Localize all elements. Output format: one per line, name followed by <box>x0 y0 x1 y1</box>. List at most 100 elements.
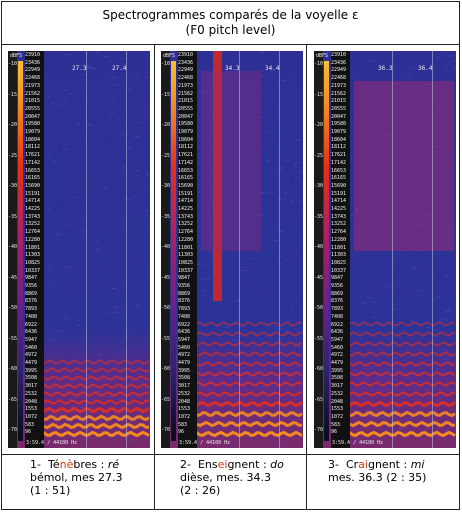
frequency-tick-label: 5460 <box>178 344 191 351</box>
frequency-tick-label: 16653 <box>331 167 347 174</box>
db-tick-label: -60 <box>8 366 18 372</box>
db-tick-label: -65 <box>161 396 171 403</box>
frequency-tick-label: 22468 <box>331 75 347 82</box>
spectrogram-panel-3: -10 -15 -20 -25 -30 -35 -40 -45 -50 -55 -60 -65 -70 d… <box>314 51 456 448</box>
frequency-tick-label: 21562 <box>331 90 347 97</box>
frequency-tick-label: 18112 <box>178 144 194 151</box>
caption-2: 2- Enseignent : do dièse, mes. 34.3 (2 :… <box>180 458 320 497</box>
frequency-tick-label: 5947 <box>25 336 38 343</box>
dbfs-label: dBFS <box>316 53 329 59</box>
db-tick-label: -20 <box>314 122 324 128</box>
time-readout: 3:59.4 / 44100 Hz <box>26 440 78 446</box>
db-tick-label: -55 <box>314 335 324 342</box>
frequency-tick-label: 12764 <box>178 229 194 236</box>
frequency-tick-label: 5460 <box>331 344 344 351</box>
color-scale-bar <box>324 61 329 441</box>
db-tick-label: -10 <box>161 61 171 67</box>
frequency-tick-label: 2048 <box>25 398 38 405</box>
caption-detail: bémol, mes 27.3 <box>30 471 123 484</box>
frequency-tick-label: 23910 <box>178 52 194 58</box>
frequency-tick-label: 19580 <box>25 121 41 128</box>
frequency-tick-label: 16165 <box>178 175 194 182</box>
caption-highlight: ai <box>358 458 368 471</box>
frequency-tick-label: 22468 <box>178 75 194 82</box>
frequency-tick-label: 16653 <box>178 167 194 174</box>
frequency-tick-label: 17621 <box>331 152 347 159</box>
caption-3: 3- Craignent : mi mes. 36.3 (2 : 35) <box>328 458 462 484</box>
db-tick-label: -40 <box>8 244 18 250</box>
db-tick-label: -70 <box>314 427 324 433</box>
db-tick-label: -65 <box>314 396 324 403</box>
frequency-scale: 23910 23436 22949 22468 21973 21562 21015 20555… <box>178 51 197 448</box>
caption-highlight: ei <box>217 458 228 471</box>
frequency-tick-label: 3017 <box>178 383 191 390</box>
caption-number: 2- <box>180 458 191 471</box>
db-tick-label: -15 <box>161 91 171 98</box>
frequency-tick-label: 2532 <box>331 390 344 397</box>
frequency-tick-label: 19079 <box>331 129 347 135</box>
frequency-tick-label: 6436 <box>331 329 344 336</box>
frequency-tick-label: 8376 <box>331 298 344 305</box>
measure-label: 34.3 <box>225 65 240 72</box>
frequency-tick-label: 10337 <box>178 267 194 274</box>
frequency-tick-label: 583 <box>25 421 35 428</box>
frequency-tick-label: 1553 <box>178 406 191 413</box>
caption-highlight: nè <box>59 458 74 471</box>
frequency-tick-label: 11303 <box>178 252 194 259</box>
db-tick-label: -45 <box>8 274 18 281</box>
frequency-tick-label: 2532 <box>25 390 38 397</box>
frequency-tick-label: 10825 <box>331 259 347 266</box>
frequency-tick-label: 23436 <box>178 59 194 66</box>
db-tick-label: -35 <box>314 213 324 220</box>
frequency-tick-label: 23436 <box>331 59 347 66</box>
frequency-tick-label: 96 <box>331 429 338 436</box>
dbfs-label: dBFS <box>10 53 23 59</box>
frequency-tick-label: 7408 <box>178 313 191 320</box>
frequency-tick-label: 7408 <box>25 313 38 320</box>
frequency-tick-label: 96 <box>178 429 185 436</box>
frequency-tick-label: 15191 <box>25 190 41 197</box>
frequency-tick-label: 14714 <box>178 198 194 205</box>
frequency-tick-label: 7893 <box>178 306 191 313</box>
frequency-tick-label: 1072 <box>331 413 344 420</box>
frequency-tick-label: 8869 <box>25 290 38 297</box>
measure-line <box>432 51 433 448</box>
frequency-tick-label: 5947 <box>331 336 344 343</box>
frequency-tick-label: 14714 <box>331 198 347 205</box>
frequency-tick-label: 9847 <box>25 275 38 282</box>
db-tick-label: -25 <box>314 152 324 159</box>
frequency-tick-label: 23910 <box>25 52 41 58</box>
frequency-tick-label: 16165 <box>25 175 41 182</box>
frequency-tick-label: 21562 <box>178 90 194 97</box>
measure-label: 34.4 <box>265 65 280 72</box>
frequency-tick-label: 5947 <box>178 336 191 343</box>
frequency-tick-label: 17142 <box>178 159 194 166</box>
db-tick-label: -70 <box>161 427 171 433</box>
spectrogram-panel-2: -10 -15 -20 -25 -30 -35 -40 -45 -50 -55 -60 -65 -70 d… <box>161 51 303 448</box>
db-tick-label: -15 <box>8 91 18 98</box>
db-tick-label: -45 <box>161 274 171 281</box>
frequency-tick-label: 11801 <box>25 244 41 251</box>
measure-line <box>86 51 87 448</box>
measure-label: 27.3 <box>72 65 87 72</box>
frequency-tick-label: 18604 <box>25 136 41 143</box>
db-tick-label: -20 <box>161 122 171 128</box>
caption-time: (1 : 51) <box>30 484 71 497</box>
frequency-tick-label: 21562 <box>25 90 41 97</box>
frequency-tick-label: 4479 <box>25 360 38 366</box>
frequency-tick-label: 18604 <box>331 136 347 143</box>
caption-word-pre: Té <box>47 458 60 471</box>
frequency-tick-label: 15690 <box>178 182 194 189</box>
frequency-tick-label: 13252 <box>25 221 41 228</box>
caption-word-mid: bres : <box>73 458 108 471</box>
column-divider <box>306 44 307 509</box>
frequency-tick-label: 14225 <box>178 206 194 212</box>
frequency-tick-label: 3508 <box>331 375 344 382</box>
db-tick-label: -30 <box>8 183 18 189</box>
frequency-tick-label: 19580 <box>331 121 347 128</box>
measure-label: 36.4 <box>418 65 433 72</box>
db-tick-label: -50 <box>314 305 324 311</box>
color-scale-bar <box>171 61 176 441</box>
frequency-tick-label: 6436 <box>25 329 38 336</box>
frequency-tick-label: 13743 <box>178 213 194 220</box>
